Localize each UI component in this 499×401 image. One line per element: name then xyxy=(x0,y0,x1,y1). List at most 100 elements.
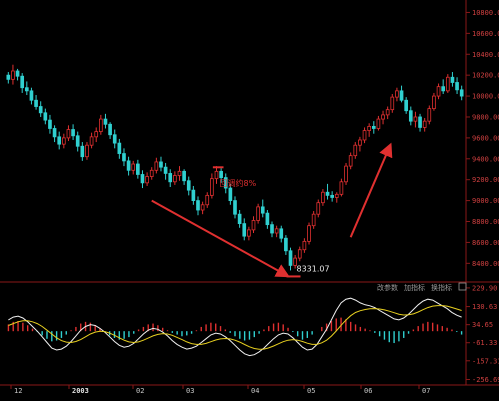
candle xyxy=(85,142,89,160)
candle xyxy=(233,196,237,219)
candle xyxy=(293,254,297,269)
candle xyxy=(408,106,413,126)
candle xyxy=(11,64,15,85)
candle xyxy=(99,114,103,135)
price-tick-label: 9000.00 xyxy=(472,197,499,205)
candle xyxy=(210,173,214,199)
candle xyxy=(251,216,256,234)
candle xyxy=(182,169,186,185)
down-trend-arrow xyxy=(151,199,290,278)
candle xyxy=(367,123,371,137)
price-tick-label: 10200.00 xyxy=(472,72,499,80)
candle xyxy=(223,173,228,194)
candle xyxy=(242,218,247,241)
candle xyxy=(459,85,464,101)
toolbar-button[interactable]: 加指标 xyxy=(404,283,425,292)
macd-panel xyxy=(7,297,463,357)
candle xyxy=(358,136,362,152)
candle xyxy=(24,81,29,96)
candle xyxy=(117,138,122,159)
price-tick-label: 10000.00 xyxy=(472,93,499,101)
candlestick-series xyxy=(6,64,464,271)
price-tick-label: 8600.00 xyxy=(472,239,499,247)
price-tick-label: 10800.00 xyxy=(472,9,499,17)
time-tick-label: 07 xyxy=(422,387,430,395)
candle xyxy=(52,125,57,143)
toolbar-button[interactable]: 改参数 xyxy=(377,283,398,292)
candle xyxy=(136,159,140,179)
candle xyxy=(177,166,182,181)
candle xyxy=(436,83,441,100)
time-tick-label: 04 xyxy=(251,387,259,395)
candle xyxy=(196,196,200,216)
price-axis: 10800.00 10600.00 10400.00 10200.00 10000.00… xyxy=(466,9,499,268)
time-axis: 12 2003 02 03 04 05 06 07 xyxy=(10,385,430,395)
chart-grid xyxy=(0,0,499,386)
toolbar-button[interactable]: 换指标 xyxy=(431,283,452,292)
candle xyxy=(57,131,62,150)
candle xyxy=(302,238,307,253)
price-tick-label: 9600.00 xyxy=(472,134,499,142)
candle xyxy=(29,87,34,105)
candle xyxy=(256,203,260,224)
candle xyxy=(353,142,358,159)
candle xyxy=(325,183,330,200)
candle xyxy=(348,152,353,170)
macd-tick-label: -256.69 xyxy=(472,376,499,384)
time-tick-label: 02 xyxy=(136,387,144,395)
candle xyxy=(404,97,409,114)
candle xyxy=(274,225,279,238)
price-tick-label: 9800.00 xyxy=(472,113,499,121)
candle xyxy=(427,105,432,125)
low-price-annotation: 8331.07 xyxy=(297,264,330,273)
candle xyxy=(61,133,66,149)
macd-tick-label: 130.63 xyxy=(472,303,497,311)
candle xyxy=(339,178,344,197)
candle xyxy=(126,156,131,176)
candle xyxy=(395,87,399,102)
candle xyxy=(149,167,154,180)
candle xyxy=(288,247,293,271)
time-tick-label: 06 xyxy=(364,387,372,395)
macd-axis: 229.90 130.63 34.65 -61.33 -157.31 -256.69 xyxy=(466,284,499,384)
candle xyxy=(6,72,11,84)
price-tick-label: 8800.00 xyxy=(472,218,499,226)
candle xyxy=(334,192,339,203)
candle xyxy=(376,115,381,131)
candle xyxy=(307,222,311,245)
panel-close-icon[interactable] xyxy=(458,282,467,291)
candle xyxy=(219,168,223,183)
pullback-annotation: 回调约8% xyxy=(219,178,256,188)
candle xyxy=(260,199,265,218)
candle xyxy=(205,192,210,208)
candle xyxy=(381,110,385,125)
candle xyxy=(122,148,126,167)
candle xyxy=(89,132,94,149)
candle xyxy=(316,199,321,218)
candle xyxy=(163,162,168,180)
candle xyxy=(418,113,422,132)
candle xyxy=(15,68,20,81)
candle xyxy=(265,210,270,229)
candle xyxy=(38,101,43,117)
candle xyxy=(214,166,219,184)
candle xyxy=(455,77,459,94)
candle xyxy=(228,183,233,205)
macd-tick-label: 34.65 xyxy=(472,321,493,329)
candle xyxy=(247,226,251,241)
candle xyxy=(108,122,112,139)
candle xyxy=(66,125,71,142)
candle xyxy=(441,79,446,94)
candle xyxy=(321,189,325,206)
candle xyxy=(140,170,145,189)
indicator-toolbar[interactable]: 改参数 加指标 换指标 xyxy=(377,282,467,292)
time-tick-label: 12 xyxy=(14,387,22,395)
dea-line xyxy=(8,305,462,350)
candle xyxy=(131,160,136,175)
candle xyxy=(34,95,38,110)
candle xyxy=(186,176,191,196)
candle xyxy=(385,106,390,120)
candle xyxy=(330,191,334,202)
candle xyxy=(159,156,163,172)
